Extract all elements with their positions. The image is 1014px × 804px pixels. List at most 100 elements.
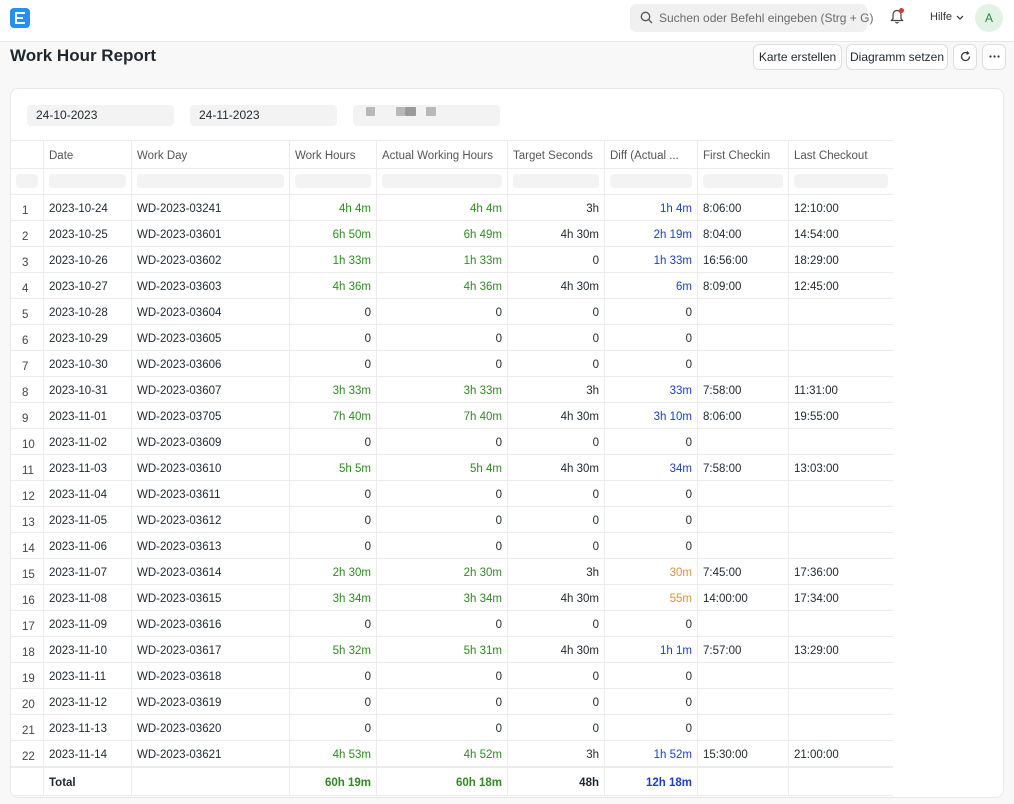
header-cell-diff[interactable]: Diff (Actual ... [604,141,697,168]
table-row[interactable]: 11 2023-11-03 WD-2023-03610 5h 5m 5h 4m 4h 30… [11,455,893,481]
cell-value: WD-2023-03612 [137,515,222,527]
cell-value: 0 [685,489,692,501]
header-cell-work-hours[interactable]: Work Hours [289,141,376,168]
table-row[interactable]: 4 2023-10-27 WD-2023-03603 4h 36m 4h 36m 4h 3… [11,273,893,299]
cell-value: WD-2023-03603 [137,281,222,293]
cell-value: WD-2023-03609 [137,437,222,449]
select-all-checkbox[interactable] [16,174,38,188]
cell-last-checkout: 11:31:00 [788,377,893,402]
table-row[interactable]: 1 2023-10-24 WD-2023-03241 4h 4m 4h 4m 3h 1h 4… [11,195,893,221]
column-filter-input[interactable] [49,174,126,188]
table-row[interactable]: 13 2023-11-05 WD-2023-03612 0 0 0 0 [11,507,893,533]
cell-work-day: WD-2023-03607 [131,377,289,402]
help-dropdown[interactable]: Hilfe [930,11,964,23]
column-filter-input[interactable] [382,174,502,188]
column-filter-input[interactable] [513,174,599,188]
header-cell-first-checkin[interactable]: First Checkin [697,141,788,168]
table-row[interactable]: 14 2023-11-06 WD-2023-03613 0 0 0 0 [11,533,893,559]
cell-value: 7:58:00 [703,385,742,397]
cell-value: 0 [592,333,599,345]
table-row[interactable]: 22 2023-11-14 WD-2023-03621 4h 53m 4h 52m 3h 1… [11,741,893,767]
table-row[interactable]: 15 2023-11-07 WD-2023-03614 2h 30m 2h 30m 3h 3… [11,559,893,585]
cell-value: 11:31:00 [794,385,838,397]
header-cell-target-seconds[interactable]: Target Seconds [507,141,604,168]
column-filter-row [11,169,893,195]
table-row[interactable]: 5 2023-10-28 WD-2023-03604 0 0 0 0 [11,299,893,325]
table-row[interactable]: 2 2023-10-25 WD-2023-03601 6h 50m 6h 49m 4h 3… [11,221,893,247]
cell-row-index: 17 [11,611,43,636]
cell-value: 14 [22,543,35,555]
column-filter-input[interactable] [610,174,692,188]
table-row[interactable]: 8 2023-10-31 WD-2023-03607 3h 33m 3h 33m 3h 33… [11,377,893,403]
cell-value: 13 [22,517,35,529]
cell-work-day: WD-2023-03705 [131,403,289,428]
header-cell-last-checkout[interactable]: Last Checkout [788,141,893,168]
cell-first-checkin [697,689,788,714]
cell-value: 2023-10-28 [49,307,108,319]
table-row[interactable]: 3 2023-10-26 WD-2023-03602 1h 33m 1h 33m 0 1h … [11,247,893,273]
cell-value: 0 [685,541,692,553]
cell-value: 21 [22,725,35,737]
to-date-filter[interactable]: 24-11-2023 [190,105,337,126]
employee-filter[interactable] [353,105,500,126]
cell-row-index: 20 [11,689,43,714]
cell-row-index: 2 [11,221,43,246]
cell-value: WD-2023-03601 [137,229,222,241]
cell-actual-working-hours: 0 [376,715,507,740]
set-chart-button[interactable]: Diagramm setzen [846,44,948,70]
app-logo[interactable] [10,8,30,28]
column-header: Work Hours [295,150,356,162]
table-row[interactable]: 6 2023-10-29 WD-2023-03605 0 0 0 0 [11,325,893,351]
cell-value: 2023-11-14 [49,749,107,761]
cell-value: 4h 4m [339,203,371,215]
table-row[interactable]: 7 2023-10-30 WD-2023-03606 0 0 0 0 [11,351,893,377]
cell-value: WD-2023-03605 [137,333,222,345]
cell-date: 2023-11-08 [43,585,131,610]
table-row[interactable]: 21 2023-11-13 WD-2023-03620 0 0 0 0 [11,715,893,741]
create-card-button[interactable]: Karte erstellen [753,44,842,70]
more-actions-button[interactable] [982,44,1006,70]
cell-value: WD-2023-03617 [137,645,222,657]
cell-value: 6h 50m [332,229,371,241]
cell-target-seconds: 3h [507,559,604,584]
avatar[interactable]: A [975,4,1003,32]
cell-actual-working-hours: 0 [376,299,507,324]
table-row[interactable]: 20 2023-11-12 WD-2023-03619 0 0 0 0 [11,689,893,715]
column-filter-input[interactable] [794,174,888,188]
cell-actual-working-hours: 0 [376,663,507,688]
cell-value: 16 [22,595,35,607]
cell-value: 0 [364,359,371,371]
table-row[interactable]: 10 2023-11-02 WD-2023-03609 0 0 0 0 [11,429,893,455]
cell-diff: 0 [604,481,697,506]
cell-value: 15:30:00 [703,749,748,761]
cell-row-index: 14 [11,533,43,558]
cell-work-day: WD-2023-03620 [131,715,289,740]
column-filter-input[interactable] [295,174,371,188]
column-filter-input[interactable] [137,174,284,188]
search-input[interactable]: Suchen oder Befehl eingeben (Strg + G) [630,4,873,32]
cell-value: 6h 49m [463,229,502,241]
refresh-button[interactable] [953,44,977,70]
cell-value: 6 [22,335,29,347]
cell-work-hours: 0 [289,325,376,350]
cell-last-checkout: 17:34:00 [788,585,893,610]
table-row[interactable]: 17 2023-11-09 WD-2023-03616 0 0 0 0 [11,611,893,637]
table-row[interactable]: 9 2023-11-01 WD-2023-03705 7h 40m 7h 40m 4h 3… [11,403,893,429]
header-cell-actual-working-hours[interactable]: Actual Working Hours [376,141,507,168]
column-filter-input[interactable] [703,174,783,188]
header-cell-date[interactable]: Date [43,141,131,168]
cell-work-day: WD-2023-03613 [131,533,289,558]
cell-work-hours: 0 [289,611,376,636]
cell-work-hours: 7h 40m [289,403,376,428]
table-row[interactable]: 18 2023-11-10 WD-2023-03617 5h 32m 5h 31m 4h … [11,637,893,663]
cell-value: WD-2023-03611 [137,489,221,501]
cell-value: WD-2023-03619 [137,697,222,709]
notification-bell-icon[interactable] [890,8,904,28]
cell-target-seconds: 0 [507,325,604,350]
from-date-filter[interactable]: 24-10-2023 [27,105,174,126]
cell-value: 0 [592,359,599,371]
table-row[interactable]: 19 2023-11-11 WD-2023-03618 0 0 0 0 [11,663,893,689]
header-cell-work-day[interactable]: Work Day [131,141,289,168]
table-row[interactable]: 12 2023-11-04 WD-2023-03611 0 0 0 0 [11,481,893,507]
table-row[interactable]: 16 2023-11-08 WD-2023-03615 3h 34m 3h 34m 4h … [11,585,893,611]
